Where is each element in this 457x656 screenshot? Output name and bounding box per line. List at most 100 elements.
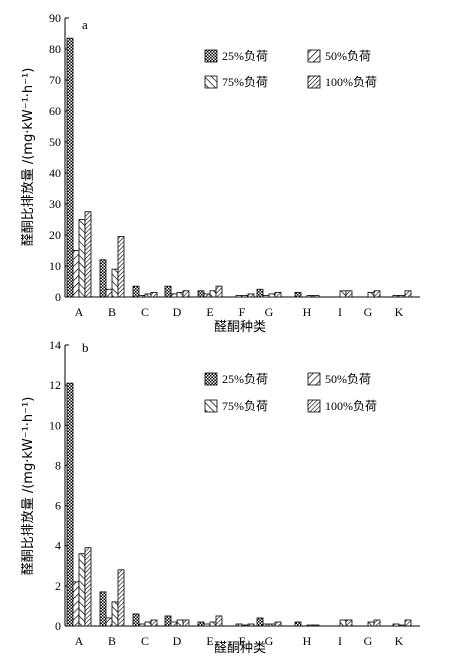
bar-100-i [345,290,353,298]
bar-100-d [182,619,190,627]
bar-25-g [256,288,264,298]
x-tick-label: I [338,634,342,648]
x-tick-label: E [206,305,213,319]
y-tick-label: 8 [55,458,61,472]
bar-25-c [132,285,140,298]
bar-100-g [373,619,381,627]
legend-label-75-b: 75%负荷 [222,399,268,413]
legend-label-100-a: 100%负荷 [325,75,377,89]
bar-100-c [150,619,158,627]
bar-75-k [398,295,406,298]
bar-25-b [99,259,107,298]
bar-25-a [66,37,74,298]
y-tick-label: 2 [55,579,61,593]
bar-100-a [84,547,92,627]
y-tick-label: 10 [49,259,61,273]
y-tick-label: 40 [49,166,61,180]
legend-label-25-a: 25%负荷 [222,49,268,63]
legend-swatch-100-b [307,399,321,413]
bar-75-e [209,290,217,298]
bar-50-c [138,295,146,298]
legend-label-50-a: 50%负荷 [325,49,371,63]
y-tick-label: 14 [49,338,61,352]
y-tick-label: 60 [49,104,61,118]
bars-b [66,382,412,627]
legend-label-25-b: 25%负荷 [222,372,268,386]
x-tick-label: A [75,305,84,319]
bar-50-a [72,581,80,627]
bar-25-e [197,290,205,298]
bar-25-d [164,285,172,298]
bar-75-a [78,553,86,627]
legend-swatch-50-b [307,372,321,386]
y-tick-label: 90 [49,11,61,25]
x-tick-label: H [303,634,312,648]
bar-25-h [294,621,302,627]
bar-75-g [268,293,276,298]
bar-100-e [215,615,223,627]
bar-100-b [117,569,125,627]
bar-50-a [72,250,80,298]
x-axis-title-b: 醛酮种类 [214,640,266,656]
bar-50-k [392,295,400,298]
bar-100-b [117,236,125,298]
y-axis-title-b: 醛酮比排放量 /(mg·kW⁻¹·h⁻¹) [20,397,36,576]
bars-a [66,37,412,298]
bar-75-h [306,624,314,627]
bar-100-i [345,619,353,627]
bar-50-k [392,623,400,627]
y-tick-label: 0 [55,619,61,633]
bar-75-e [209,621,217,627]
bar-50-g [262,623,270,627]
y-tick-label: 20 [49,228,61,242]
bar-50-e [203,623,211,627]
bar-50-g [262,295,270,298]
bar-75-c [144,621,152,627]
x-tick-label: B [108,305,116,319]
bar-100-k [404,290,412,298]
y-tick-label: 0 [55,290,61,304]
bar-100-f [247,293,255,298]
y-ticks-b: 0 2 4 6 8 10 12 14 [49,338,69,633]
bar-50-b [105,288,113,298]
bar-75-d [176,619,184,627]
bar-25-g [256,617,264,627]
bar-100-d [182,290,190,298]
bar-75-d [176,291,184,298]
y-tick-label: 6 [55,499,61,513]
chart-panel-a: a 0 10 20 30 40 50 60 70 80 90 A B C D E F G H I G K 醛酮比排放量… [20,11,420,335]
bar-50-c [138,623,146,627]
bar-100-g [274,621,282,627]
y-tick-label: 70 [49,73,61,87]
chart-panel-b: b 0 2 4 6 8 10 12 14 A B C D E F G H I G K 醛酮比排放量 /(mg·kW… [20,338,420,656]
x-tick-label: C [141,634,149,648]
x-tick-label: K [395,634,404,648]
bar-75-f [241,624,249,627]
y-tick-label: 4 [55,539,61,553]
x-tick-label: A [75,634,84,648]
bar-25-e [197,621,205,627]
x-tick-label: I [338,305,342,319]
panel-label-a: a [82,17,88,32]
bar-100-c [150,291,158,298]
bar-25-d [164,615,172,627]
bar-50-b [105,617,113,627]
x-tick-label: D [173,305,182,319]
x-tick-label: H [303,305,312,319]
y-tick-label: 50 [49,135,61,149]
bar-100-k [404,619,412,627]
bar-100-a [84,211,92,298]
x-tick-label: K [395,305,404,319]
bar-100-e [215,285,223,298]
bar-75-f [241,295,249,298]
x-tick-label: G [265,634,274,648]
legend-b: 25%负荷 50%负荷 75%负荷 100%负荷 [204,372,377,413]
bar-75-h [306,295,314,298]
bar-75-g [367,621,375,627]
bar-50-e [203,293,211,298]
bar-100-f [247,623,255,627]
bar-100-h [312,624,320,627]
legend-label-50-b: 50%负荷 [325,372,371,386]
